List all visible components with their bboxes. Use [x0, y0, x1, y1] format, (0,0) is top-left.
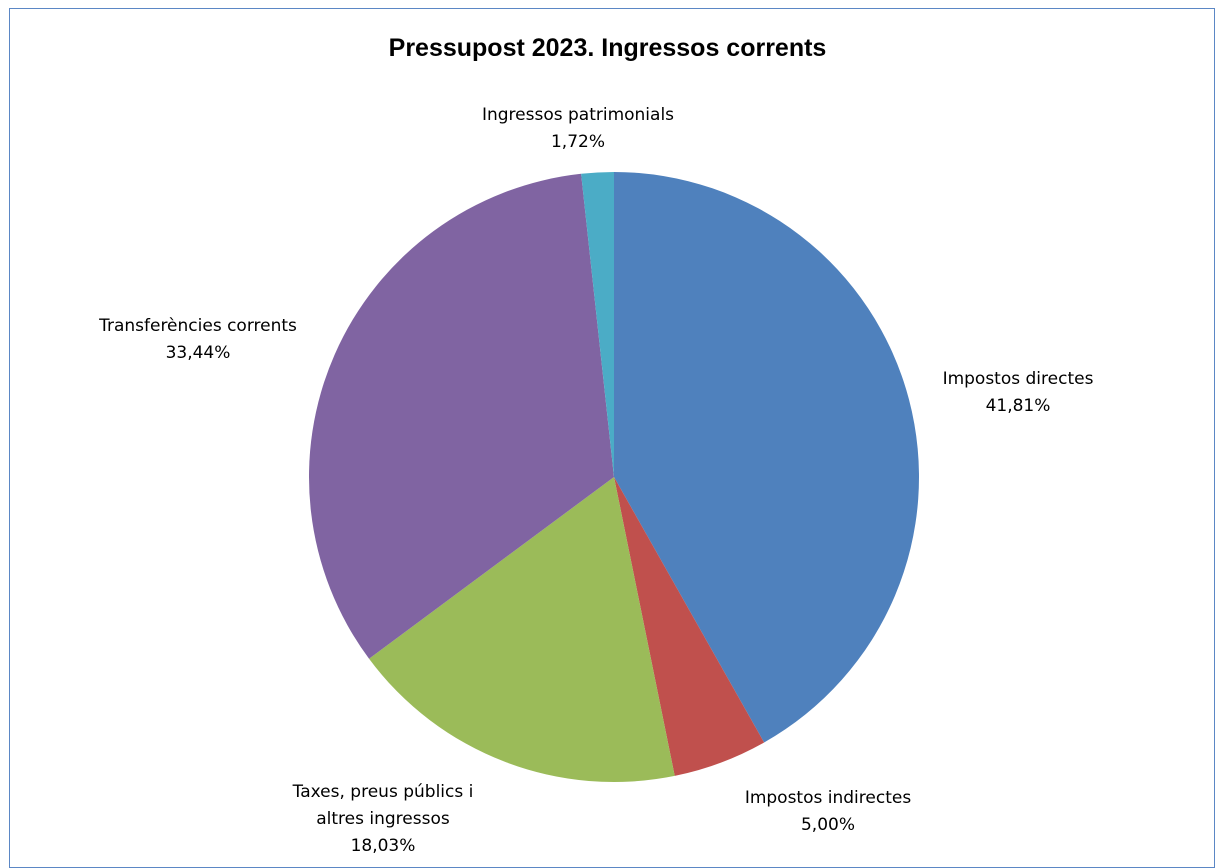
- chart-title: Pressupost 2023. Ingressos corrents: [388, 34, 827, 62]
- slice-category-label: Impostos indirectes: [745, 788, 912, 808]
- slice-value-label: 1,72%: [551, 132, 605, 152]
- pie-slice: [614, 172, 919, 743]
- slice-category-label: Impostos directes: [943, 369, 1094, 389]
- slice-category-label: altres ingressos: [316, 809, 450, 829]
- pie-slice: [369, 477, 675, 783]
- slice-value-label: 18,03%: [351, 836, 416, 856]
- slice-value-label: 5,00%: [801, 815, 855, 835]
- pie-slice: [614, 477, 765, 776]
- slice-category-label: Transferències corrents: [98, 316, 297, 336]
- pie-slice: [581, 172, 614, 477]
- slice-value-label: 33,44%: [166, 343, 231, 363]
- slice-value-label: 41,81%: [986, 396, 1051, 416]
- slice-category-label: Taxes, preus públics i: [292, 782, 474, 802]
- pie-slice: [308, 173, 614, 659]
- slice-category-label: Ingressos patrimonials: [482, 105, 674, 125]
